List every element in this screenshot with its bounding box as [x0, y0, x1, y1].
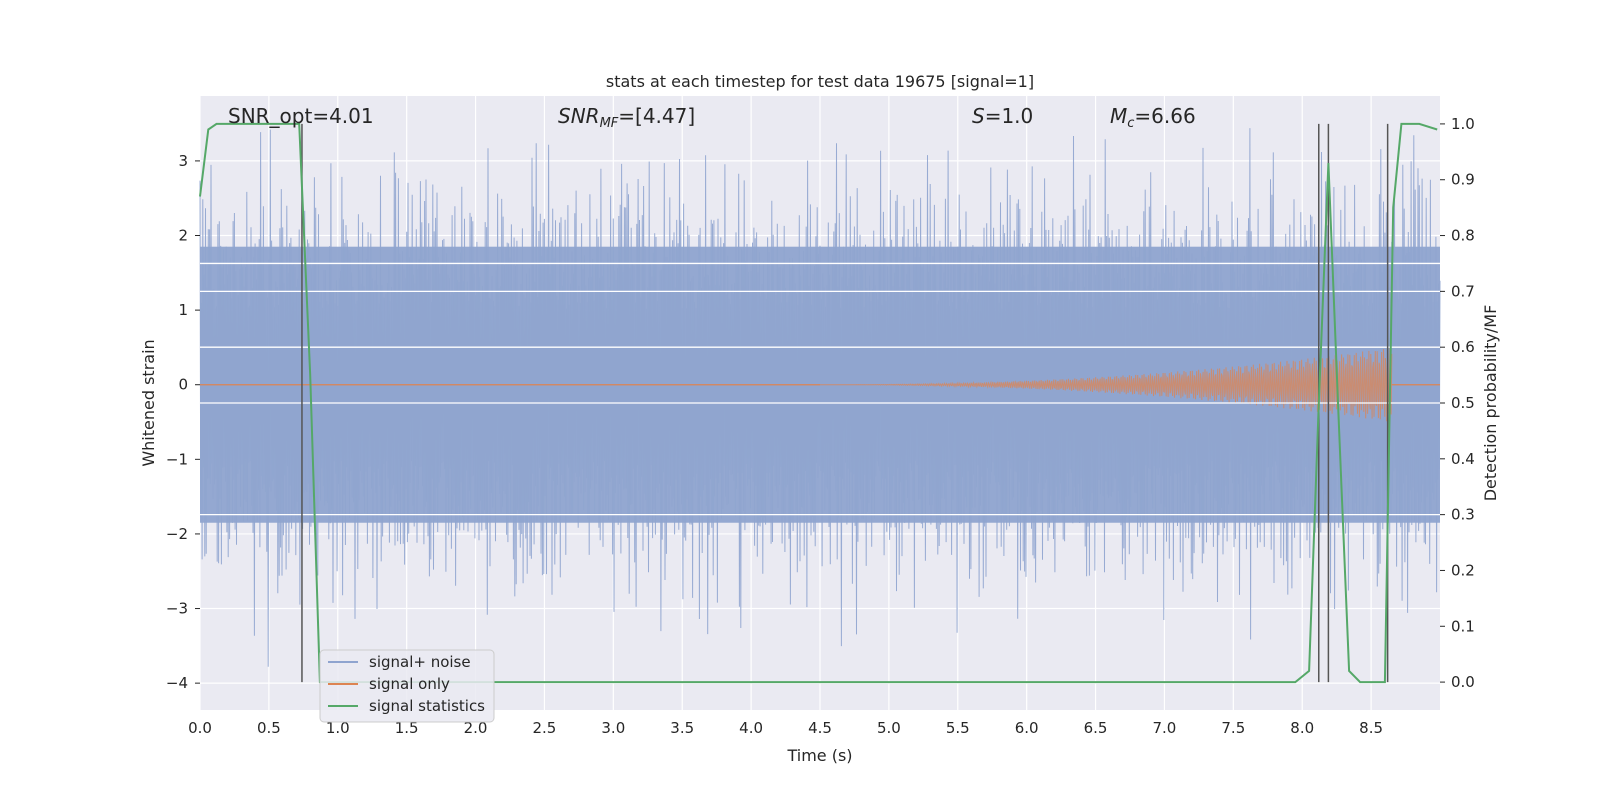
x-tick-label: 2.5	[533, 719, 557, 737]
probability-reference-lines	[200, 262, 1440, 516]
signal-statistics-series	[199, 122, 1438, 684]
y-axis-right-label: Detection probability/MF	[1481, 305, 1500, 502]
x-tick-label: 1.5	[395, 719, 419, 737]
x-tick-label: 6.0	[1015, 719, 1039, 737]
y-axis-left-label: Whitened strain	[139, 339, 158, 466]
x-axis-label: Time (s)	[786, 746, 852, 765]
x-tick-label: 5.5	[946, 719, 970, 737]
x-tick-label: 0.5	[257, 719, 281, 737]
y-left-tick-label: −4	[166, 674, 188, 692]
signal-chirp	[820, 347, 1393, 422]
x-tick-label: 7.5	[1221, 719, 1245, 737]
legend-label-signal: signal only	[369, 675, 450, 693]
signal-only-series	[200, 347, 1440, 422]
statistics-line	[199, 122, 1438, 684]
x-tick-label: 1.0	[326, 719, 350, 737]
legend: signal+ noise signal only signal statist…	[319, 649, 495, 723]
y-right-tick-label: 0.4	[1451, 450, 1475, 468]
y-right-tick-label: 0.1	[1451, 617, 1475, 635]
y-left-tick-label: 0	[178, 376, 188, 394]
annotation-snr-opt: SNR_opt=4.01	[228, 104, 374, 128]
chart-title: stats at each timestep for test data 196…	[606, 72, 1034, 91]
y-right-tick-label: 0.6	[1451, 338, 1475, 356]
y-left-tick-label: 1	[178, 301, 188, 319]
y-left-tick-label: 2	[178, 227, 188, 245]
x-tick-label: 0.0	[188, 719, 212, 737]
annotation-mc: Mc=6.66	[1110, 104, 1196, 131]
x-tick-label: 2.0	[464, 719, 488, 737]
y-right-tick-label: 1.0	[1451, 115, 1475, 133]
x-tick-label: 7.0	[1153, 719, 1177, 737]
y-left-tick-label: −1	[166, 450, 188, 468]
x-tick-label: 8.0	[1290, 719, 1314, 737]
x-tick-label: 8.5	[1359, 719, 1383, 737]
y-left-tick-label: −2	[166, 525, 188, 543]
legend-box	[319, 649, 495, 723]
noise-trace	[199, 128, 1441, 667]
y-right-tick-label: 0.3	[1451, 506, 1475, 524]
axis-ticks: 0.0 0.5 1.0 1.5 2.0 2.5 3.0 3.5 4.0 4.5 5.0 5.5 6.0 6…	[166, 115, 1475, 737]
annotation-s: S=1.0	[972, 104, 1033, 128]
y-right-tick-label: 0.9	[1451, 171, 1475, 189]
y-right-tick-label: 0.8	[1451, 227, 1475, 245]
y-right-tick-label: 0.5	[1451, 394, 1475, 412]
x-tick-label: 4.0	[739, 719, 763, 737]
annotation-snr-mf: SNRMF=[4.47]	[558, 104, 695, 131]
y-right-tick-label: 0.2	[1451, 561, 1475, 579]
y-left-tick-label: −3	[166, 600, 188, 618]
y-right-tick-label: 0.7	[1451, 282, 1475, 300]
x-tick-label: 3.5	[670, 719, 694, 737]
y-left-tick-label: 3	[178, 152, 188, 170]
legend-label-stats: signal statistics	[369, 697, 485, 715]
y-right-tick-label: 0.0	[1451, 673, 1475, 691]
x-tick-label: 6.5	[1084, 719, 1108, 737]
x-tick-label: 4.5	[808, 719, 832, 737]
x-tick-label: 5.0	[877, 719, 901, 737]
legend-label-noise: signal+ noise	[369, 653, 471, 671]
x-tick-label: 3.0	[601, 719, 625, 737]
